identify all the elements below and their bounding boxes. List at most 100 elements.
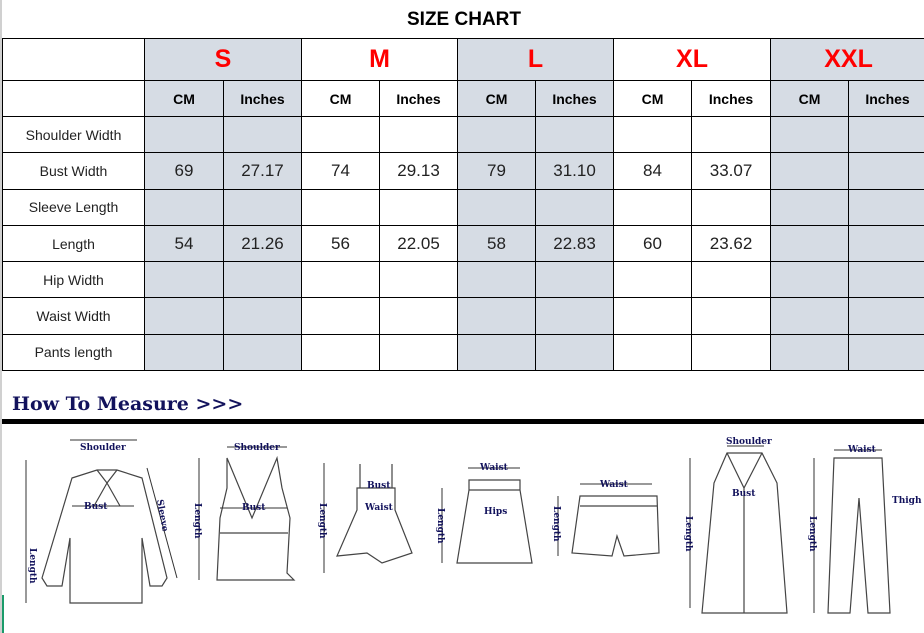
measure-label: Length <box>27 548 37 584</box>
measure-label: Waist <box>599 480 629 490</box>
measure-label: Length <box>435 508 445 544</box>
unit-header-inches: Inches <box>535 80 615 117</box>
divider <box>2 419 924 424</box>
measure-label: Length <box>807 516 817 552</box>
table-row: Bust Width 69 27.17 74 29.13 79 31.10 84 33.07 <box>2 152 924 190</box>
measure-label: Hips <box>484 507 507 517</box>
value-cell <box>691 188 772 226</box>
table-row: Waist Width <box>2 297 924 335</box>
table-row: Pants length <box>2 333 924 372</box>
value-cell <box>848 188 924 226</box>
value-cell: 69 <box>144 152 224 190</box>
unit-header-inches: Inches <box>691 80 772 117</box>
measure-label: Shoulder <box>726 437 772 447</box>
measurement-illustrations: Shoulder Length Bust Sleeve Shoulder Len… <box>25 437 922 614</box>
value-cell <box>223 297 302 335</box>
value-cell <box>770 297 850 335</box>
value-cell <box>378 297 459 335</box>
unit-header-inches: Inches <box>223 80 302 117</box>
size-header: XXL <box>770 38 924 81</box>
value-cell: 23.62 <box>691 224 772 263</box>
value-cell <box>613 188 693 226</box>
page-title: SIZE CHART <box>407 9 521 30</box>
value-cell: 22.05 <box>378 224 459 263</box>
value-cell <box>378 115 459 154</box>
row-label: Bust Width <box>2 152 145 190</box>
measure-label: Length <box>551 506 561 542</box>
value-cell <box>535 188 615 226</box>
measure-label: Length <box>192 503 202 539</box>
value-cell: 84 <box>613 152 693 190</box>
value-cell <box>770 188 850 226</box>
row-label: Sleeve Length <box>2 188 145 226</box>
value-cell <box>144 333 224 372</box>
value-cell <box>301 333 380 372</box>
unit-header-cm: CM <box>613 80 693 117</box>
measure-label: Shoulder <box>80 443 126 453</box>
value-cell <box>378 188 459 226</box>
value-cell <box>848 333 924 372</box>
value-cell <box>848 224 924 263</box>
table-row: Length 54 21.26 56 22.05 58 22.83 60 23.62 <box>2 224 924 263</box>
value-cell <box>457 297 537 335</box>
row-label: Pants length <box>2 333 145 372</box>
value-cell: 74 <box>301 152 380 190</box>
measure-label: Sleeve <box>154 499 170 533</box>
measure-label: Waist <box>479 463 509 473</box>
edge-marker <box>2 595 4 633</box>
table-row: Sleeve Length <box>2 188 924 226</box>
measure-label: Length <box>683 516 693 552</box>
how-to-measure-heading: How To Measure >>> <box>12 393 244 415</box>
value-cell <box>457 333 537 372</box>
value-cell <box>535 115 615 154</box>
row-label: Waist Width <box>2 297 145 335</box>
measure-label: Bust <box>732 489 756 499</box>
value-cell <box>535 333 615 372</box>
pants-illustration: Waist Thigh Length <box>807 445 922 614</box>
value-cell <box>691 115 772 154</box>
value-cell <box>223 188 302 226</box>
unit-header-inches: Inches <box>848 80 924 117</box>
value-cell <box>223 261 302 299</box>
shorts-illustration: Waist Length <box>551 480 660 557</box>
measure-label: Bust <box>84 502 108 512</box>
tank-top-illustration: Shoulder Length Bust <box>192 443 296 581</box>
corner-cell <box>2 38 145 81</box>
corner-cell <box>2 80 145 117</box>
value-cell <box>144 188 224 226</box>
value-cell <box>301 115 380 154</box>
row-label: Length <box>2 224 145 263</box>
measure-label: Bust <box>367 481 391 491</box>
value-cell: 56 <box>301 224 380 263</box>
table-row: Shoulder Width <box>2 115 924 154</box>
value-cell <box>223 115 302 154</box>
coat-illustration: Shoulder Bust Length <box>683 437 788 614</box>
value-cell <box>301 261 380 299</box>
dress-illustration: Length Bust Waist <box>317 463 413 573</box>
size-header: XL <box>613 38 772 81</box>
unit-header-cm: CM <box>457 80 537 117</box>
value-cell: 33.07 <box>691 152 772 190</box>
value-cell <box>301 297 380 335</box>
value-cell <box>691 261 772 299</box>
value-cell <box>457 188 537 226</box>
value-cell <box>848 297 924 335</box>
unit-header-cm: CM <box>301 80 380 117</box>
row-label: Shoulder Width <box>2 115 145 154</box>
size-chart-table: S M L XL XXL CM Inches CM Inches CM Inches CM Inche… <box>2 38 924 372</box>
value-cell: 54 <box>144 224 224 263</box>
value-cell <box>535 297 615 335</box>
measure-label: Waist <box>364 503 394 513</box>
measure-label: Waist <box>847 445 877 455</box>
measure-label: Shoulder <box>234 443 280 453</box>
value-cell <box>848 115 924 154</box>
shirt-illustration: Shoulder Length Bust Sleeve <box>25 439 178 604</box>
value-cell: 31.10 <box>535 152 615 190</box>
value-cell <box>144 115 224 154</box>
value-cell <box>378 261 459 299</box>
value-cell <box>223 333 302 372</box>
value-cell <box>144 297 224 335</box>
value-cell <box>770 261 850 299</box>
value-cell <box>848 261 924 299</box>
value-cell <box>691 333 772 372</box>
